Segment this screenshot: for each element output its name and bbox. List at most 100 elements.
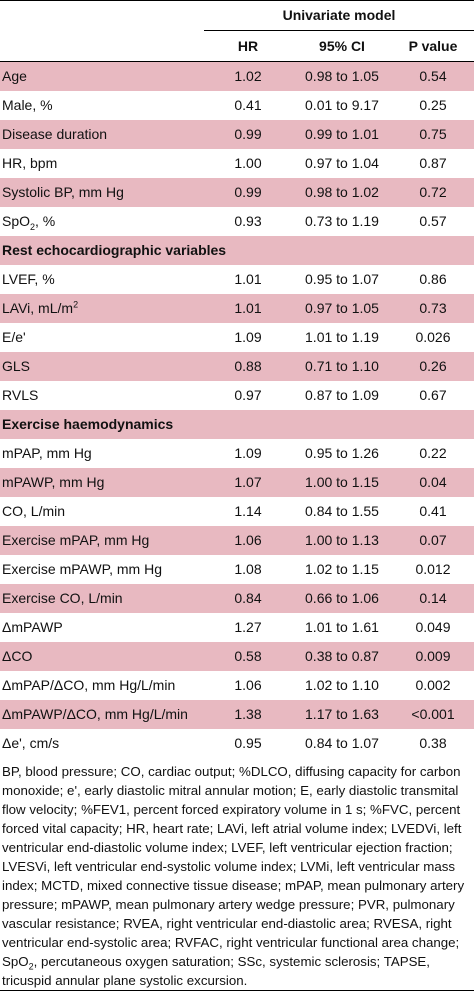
- row-p-value: 0.002: [415, 677, 451, 693]
- section-row: Rest echocardiographic variables: [0, 236, 474, 265]
- row-p-value: 0.14: [392, 584, 474, 613]
- row-hr: 1.14: [234, 503, 262, 519]
- row-label: mPAP, mm Hg: [0, 439, 204, 468]
- row-label: Male, %: [0, 91, 204, 120]
- row-label-text: ΔmPAWP: [2, 619, 63, 635]
- row-label-subscript: 2: [30, 221, 36, 232]
- column-p-value: P value: [392, 30, 474, 62]
- row-label: Exercise mPAP, mm Hg: [0, 526, 204, 555]
- row-p-value: 0.86: [419, 271, 447, 287]
- table-row: Disease duration 0.99 0.99 to 1.01 0.75: [0, 120, 474, 149]
- row-label: Δe', cm/s: [0, 729, 204, 758]
- row-hr: 1.06: [234, 677, 262, 693]
- table-row: SpO2, % 0.93 0.73 to 1.19 0.57: [0, 207, 474, 236]
- row-ci: 0.38 to 0.87: [292, 642, 392, 671]
- row-ci: 0.71 to 1.10: [292, 352, 392, 381]
- row-label-text: ΔCO: [2, 648, 33, 664]
- table-footnote: BP, blood pressure; CO, cardiac output; …: [0, 758, 474, 991]
- row-p-value: 0.75: [392, 120, 474, 149]
- row-hr: 0.97: [234, 387, 262, 403]
- row-label-text: Exercise mPAP, mm Hg: [2, 532, 150, 548]
- row-p-value: 0.54: [392, 61, 474, 91]
- row-hr: 1.09: [234, 445, 262, 461]
- row-p-value: 0.26: [392, 352, 474, 381]
- row-label-text: Systolic BP, mm Hg: [2, 184, 124, 200]
- row-ci: 1.17 to 1.63: [292, 700, 392, 729]
- row-p-value: 0.57: [419, 213, 447, 229]
- row-label-text: mPAP, mm Hg: [2, 445, 92, 461]
- table-row: LVEF, % 1.01 0.95 to 1.07 0.86: [0, 265, 474, 294]
- row-ci: 0.97 to 1.04: [305, 155, 379, 171]
- table-row: CO, L/min 1.14 0.84 to 1.55 0.41: [0, 497, 474, 526]
- row-p-value: 0.026: [415, 329, 451, 345]
- row-hr: 0.88: [204, 352, 292, 381]
- column-hr: HR: [204, 30, 292, 62]
- row-label-text: LAVi, mL/m: [2, 300, 74, 316]
- row-p-value: 0.38: [419, 735, 447, 751]
- section-row: Exercise haemodynamics: [0, 410, 474, 439]
- model-title: Univariate model: [204, 0, 474, 31]
- row-hr: 1.07: [204, 468, 292, 497]
- row-label-text: RVLS: [2, 387, 39, 403]
- column-ci: 95% CI: [292, 30, 392, 62]
- row-p-value: 0.07: [392, 526, 474, 555]
- row-hr: 0.84: [204, 584, 292, 613]
- row-label-superscript: 2: [73, 299, 79, 310]
- section-label: Exercise haemodynamics: [0, 410, 474, 439]
- row-label-text: mPAWP, mm Hg: [2, 474, 105, 490]
- table-row: ΔmPAP/ΔCO, mm Hg/L/min 1.06 1.02 to 1.10 0.…: [0, 671, 474, 700]
- row-label: HR, bpm: [0, 149, 204, 178]
- row-p-value: 0.009: [392, 642, 474, 671]
- table-row: ΔmPAWP/ΔCO, mm Hg/L/min 1.38 1.17 to 1.63 <…: [0, 700, 474, 729]
- row-ci: 1.00 to 1.13: [292, 526, 392, 555]
- row-hr: 0.58: [204, 642, 292, 671]
- table-row: Exercise mPAWP, mm Hg 1.08 1.02 to 1.15 0.0…: [0, 555, 474, 584]
- row-label-text: ΔmPAP/ΔCO, mm Hg/L/min: [2, 677, 176, 693]
- row-hr: 0.41: [234, 97, 262, 113]
- row-p-value: 0.012: [415, 561, 451, 577]
- row-ci: 0.84 to 1.07: [305, 735, 379, 751]
- row-label-text: Disease duration: [2, 126, 108, 142]
- row-ci: 1.01 to 1.19: [305, 329, 379, 345]
- row-p-value: <0.001: [392, 700, 474, 729]
- row-ci: 0.73 to 1.19: [305, 213, 379, 229]
- table-row: Exercise mPAP, mm Hg 1.06 1.00 to 1.13 0.07: [0, 526, 474, 555]
- footnote-part1: BP, blood pressure; CO, cardiac output; …: [2, 764, 465, 969]
- table-row: Exercise CO, L/min 0.84 0.66 to 1.06 0.14: [0, 584, 474, 613]
- table-row: LAVi, mL/m2 1.01 0.97 to 1.05 0.73: [0, 294, 474, 323]
- row-hr: 0.95: [234, 735, 262, 751]
- model-header-row: Univariate model: [0, 0, 474, 31]
- row-label: LAVi, mL/m2: [0, 294, 204, 323]
- row-label: LVEF, %: [0, 265, 204, 294]
- row-label: ΔCO: [0, 642, 204, 671]
- row-hr: 1.06: [204, 526, 292, 555]
- table-row: Male, % 0.41 0.01 to 9.17 0.25: [0, 91, 474, 120]
- row-p-value: 0.41: [419, 503, 447, 519]
- table-row: ΔmPAWP 1.27 1.01 to 1.61 0.049: [0, 613, 474, 642]
- row-label-text: HR, bpm: [2, 155, 58, 171]
- row-hr: 1.01: [234, 271, 262, 287]
- table-row: Δe', cm/s 0.95 0.84 to 1.07 0.38: [0, 729, 474, 758]
- row-ci: 1.02 to 1.15: [305, 561, 379, 577]
- row-ci: 0.87 to 1.09: [305, 387, 379, 403]
- row-label: E/e': [0, 323, 204, 352]
- row-hr: 1.01: [204, 294, 292, 323]
- row-hr: 1.02: [204, 61, 292, 91]
- row-label: SpO2, %: [0, 207, 204, 236]
- row-label-text: ΔmPAWP/ΔCO, mm Hg/L/min: [2, 706, 188, 722]
- row-label-text: SpO: [2, 213, 31, 229]
- row-ci: 0.01 to 9.17: [305, 97, 379, 113]
- row-label-text: GLS: [2, 358, 31, 374]
- row-label: ΔmPAP/ΔCO, mm Hg/L/min: [0, 671, 204, 700]
- row-ci: 0.97 to 1.05: [292, 294, 392, 323]
- table-row: GLS 0.88 0.71 to 1.10 0.26: [0, 352, 474, 381]
- row-label: Disease duration: [0, 120, 204, 149]
- row-p-value: 0.67: [419, 387, 447, 403]
- table-row: ΔCO 0.58 0.38 to 0.87 0.009: [0, 642, 474, 671]
- row-hr: 0.99: [204, 178, 292, 207]
- row-hr: 1.09: [234, 329, 262, 345]
- row-ci: 0.98 to 1.02: [292, 178, 392, 207]
- row-p-value: 0.22: [419, 445, 447, 461]
- row-hr: 1.00: [234, 155, 262, 171]
